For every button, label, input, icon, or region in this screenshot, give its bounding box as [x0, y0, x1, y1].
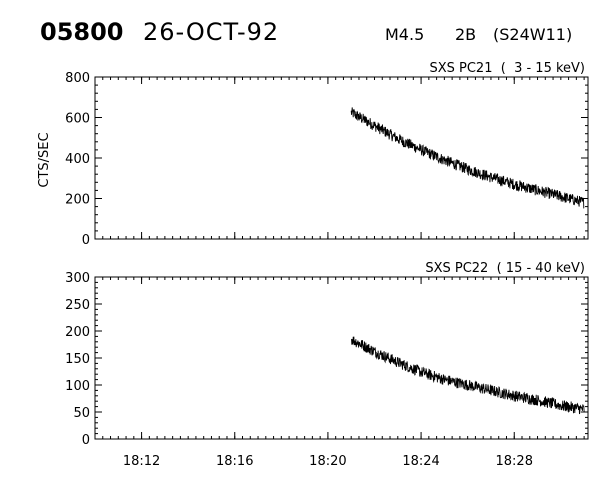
event-id: 05800 [40, 18, 124, 46]
y-tick-label: 0 [82, 433, 90, 448]
y-tick-label: 50 [73, 406, 90, 421]
series-line [350, 107, 585, 209]
flare-location: (S24W11) [493, 25, 572, 44]
y-tick-label: 800 [65, 71, 90, 86]
y-tick-label: 400 [65, 152, 90, 167]
x-tick-label: 18:24 [402, 454, 439, 469]
plot-frame-bottom [94, 276, 589, 440]
y-tick-label: 0 [82, 233, 90, 248]
flare-class: M4.5 [385, 25, 424, 44]
y-tick-label: 200 [65, 325, 90, 340]
optical-class: 2B [455, 25, 476, 44]
plot-frame-top [94, 76, 589, 240]
y-tick-label: 100 [65, 379, 90, 394]
series-line [351, 336, 585, 415]
y-tick-label: 150 [65, 352, 90, 367]
chart-marks-layer: 0 200 400 600 800 0 50 100 150 200 250 300 18:12 18:1… [65, 71, 588, 469]
y-tick-label: 300 [65, 271, 90, 286]
event-date: 26-OCT-92 [143, 18, 279, 46]
x-tick-label: 18:20 [309, 454, 346, 469]
x-tick-label: 18:12 [123, 454, 160, 469]
y-tick-label: 250 [65, 298, 90, 313]
x-tick-label: 18:16 [216, 454, 253, 469]
panel-title-top: SXS PC21 ( 3 - 15 keV) [429, 61, 585, 76]
y-tick-label: 600 [65, 112, 90, 127]
y-axis-title: CTS/SEC [37, 132, 52, 187]
panel-title-bottom: SXS PC22 ( 15 - 40 keV) [425, 261, 585, 276]
y-tick-label: 200 [65, 193, 90, 208]
x-tick-label: 18:28 [496, 454, 533, 469]
